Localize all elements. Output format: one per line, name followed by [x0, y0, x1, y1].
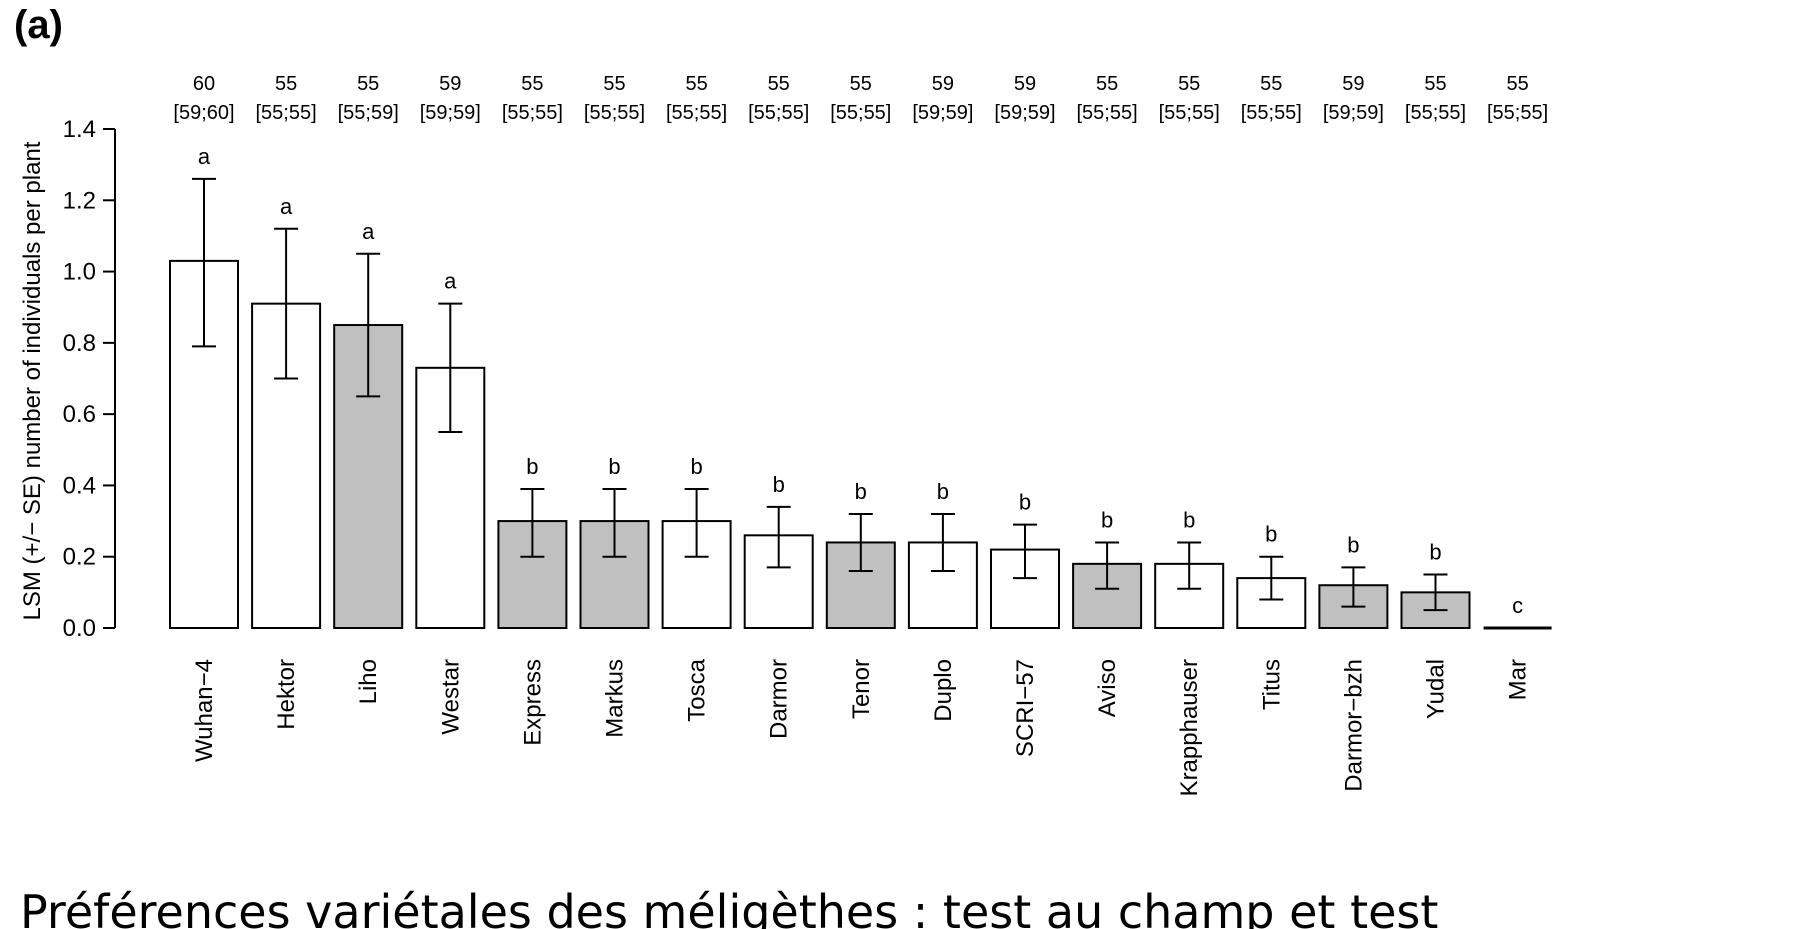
significance-letter: c: [1512, 593, 1523, 618]
sample-size-label: 55: [1424, 73, 1446, 95]
sample-size-label: 55: [1096, 73, 1118, 95]
x-tick-label: Wuhan−4: [191, 659, 218, 762]
significance-letter: a: [444, 269, 457, 294]
significance-letter: a: [362, 219, 375, 244]
x-tick-label: Westar: [437, 659, 464, 735]
x-tick-label: Hektor: [273, 659, 300, 730]
y-tick-label: 0.6: [63, 401, 96, 428]
slide-caption: Préférences variétales des méligèthes : …: [20, 885, 1439, 929]
y-tick-label: 1.0: [63, 259, 96, 286]
y-tick-label: 0.0: [63, 615, 96, 642]
y-axis-label: LSM (+/− SE) number of individuals per p…: [19, 141, 46, 620]
sample-size-label: 59: [1014, 73, 1036, 95]
sample-range-label: [55;55]: [666, 102, 727, 124]
sample-size-label: 55: [1178, 73, 1200, 95]
sample-range-label: [59;59]: [420, 102, 481, 124]
y-tick-label: 1.4: [63, 116, 96, 143]
significance-letter: a: [280, 194, 293, 219]
sample-size-label: 55: [275, 73, 297, 95]
significance-letter: b: [773, 472, 785, 497]
sample-range-label: [59;59]: [1323, 102, 1384, 124]
x-tick-label: Mar: [1505, 659, 1532, 700]
significance-letter: a: [198, 144, 211, 169]
sample-size-label: 55: [1506, 73, 1528, 95]
x-tick-label: Duplo: [930, 659, 957, 722]
sample-size-label: 55: [685, 73, 707, 95]
sample-range-label: [55;55]: [584, 102, 645, 124]
panel-label: (a): [14, 3, 63, 47]
significance-letter: b: [1429, 540, 1441, 565]
sample-range-label: [55;55]: [1159, 102, 1220, 124]
sample-size-label: 59: [1342, 73, 1364, 95]
sample-size-label: 59: [932, 73, 954, 95]
sample-range-label: [55;55]: [502, 102, 563, 124]
x-tick-label: Tosca: [684, 658, 711, 721]
significance-letter: b: [608, 454, 620, 479]
y-tick-label: 0.4: [63, 472, 96, 499]
significance-letter: b: [937, 479, 949, 504]
bars-group: a 60 [59;60] Wuhan−4 a 55 [55;55] Hektor a 55 [55;…: [169, 73, 1552, 796]
significance-letter: b: [690, 454, 702, 479]
sample-size-label: 59: [439, 73, 461, 95]
significance-letter: b: [1265, 522, 1277, 547]
sample-size-label: 55: [1260, 73, 1282, 95]
significance-letter: b: [526, 454, 538, 479]
significance-letter: b: [1183, 507, 1195, 532]
sample-size-label: 60: [193, 73, 215, 95]
x-tick-label: Darmor−bzh: [1340, 659, 1367, 792]
y-axis: 0.0 0.2 0.4 0.6 0.8 1.0 1.2 1.4: [63, 116, 116, 642]
x-tick-label: Express: [519, 659, 546, 746]
sample-size-label: 55: [850, 73, 872, 95]
y-tick-label: 0.8: [63, 330, 96, 357]
sample-size-label: 55: [768, 73, 790, 95]
x-tick-label: Markus: [602, 659, 629, 738]
sample-size-label: 55: [521, 73, 543, 95]
x-tick-label: Titus: [1258, 659, 1285, 710]
sample-range-label: [59;59]: [912, 102, 973, 124]
sample-range-label: [55;55]: [1405, 102, 1466, 124]
x-tick-label: Krapphauser: [1176, 659, 1203, 796]
sample-range-label: [55;55]: [256, 102, 317, 124]
sample-range-label: [55;55]: [1077, 102, 1138, 124]
sample-range-label: [55;55]: [748, 102, 809, 124]
y-tick-label: 1.2: [63, 187, 96, 214]
y-tick-label: 0.2: [63, 544, 96, 571]
x-tick-label: Liho: [355, 659, 382, 704]
sample-range-label: [59;59]: [994, 102, 1055, 124]
x-tick-label: Darmor: [766, 659, 793, 739]
sample-range-label: [55;59]: [338, 102, 399, 124]
sample-size-label: 55: [603, 73, 625, 95]
sample-size-label: 55: [357, 73, 379, 95]
significance-letter: b: [1019, 490, 1031, 515]
sample-range-label: [55;55]: [830, 102, 891, 124]
x-tick-label: Tenor: [848, 659, 875, 719]
significance-letter: b: [1347, 532, 1359, 557]
sample-range-label: [55;55]: [1241, 102, 1302, 124]
x-tick-label: Aviso: [1094, 659, 1121, 717]
x-tick-label: SCRI−57: [1012, 659, 1039, 757]
significance-letter: b: [1101, 507, 1113, 532]
x-tick-label: Yudal: [1423, 659, 1450, 719]
significance-letter: b: [855, 479, 867, 504]
sample-range-label: [59;60]: [173, 102, 234, 124]
sample-range-label: [55;55]: [1487, 102, 1548, 124]
